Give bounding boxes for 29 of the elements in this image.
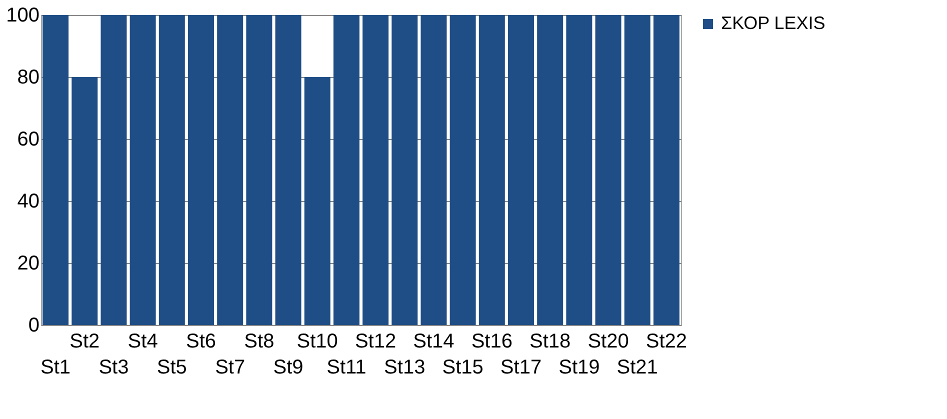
x-tick-label: St15 [442,356,484,378]
x-tick-label: St5 [156,356,187,378]
x-tick-label: St21 [616,356,658,378]
x-tick-label: St22 [646,330,688,352]
x-tick-label: St19 [558,356,600,378]
x-tick-label: St6 [186,330,216,352]
legend-label: ΣΚΟΡ LEXIS [721,13,826,33]
y-tick-label: 40 [17,190,40,212]
y-tick-label: 80 [17,66,40,88]
x-tick-label: St9 [273,356,304,378]
x-tick-label: St11 [326,356,366,378]
y-tick-label: 0 [28,314,40,336]
x-tick-label: St17 [500,356,542,378]
x-tick-label: St2 [70,330,100,352]
x-tick-label: St16 [471,330,512,352]
x-tick-label: St18 [530,330,571,352]
y-tick-label: 100 [6,4,40,26]
x-tick-label: St8 [244,330,274,352]
x-tick-label: St14 [413,330,454,352]
x-tick-label: St12 [354,330,396,352]
x-tick-label: St7 [215,356,246,378]
y-tick-label: 60 [17,128,40,150]
x-tick-label: St1 [40,356,71,378]
x-tick-label: St3 [98,356,129,378]
x-tick-label: St20 [588,330,629,352]
x-tick-label: St13 [384,356,426,378]
x-tick-label: St4 [128,330,158,352]
y-tick-label: 20 [17,252,40,274]
x-tick-label: St10 [296,330,338,352]
